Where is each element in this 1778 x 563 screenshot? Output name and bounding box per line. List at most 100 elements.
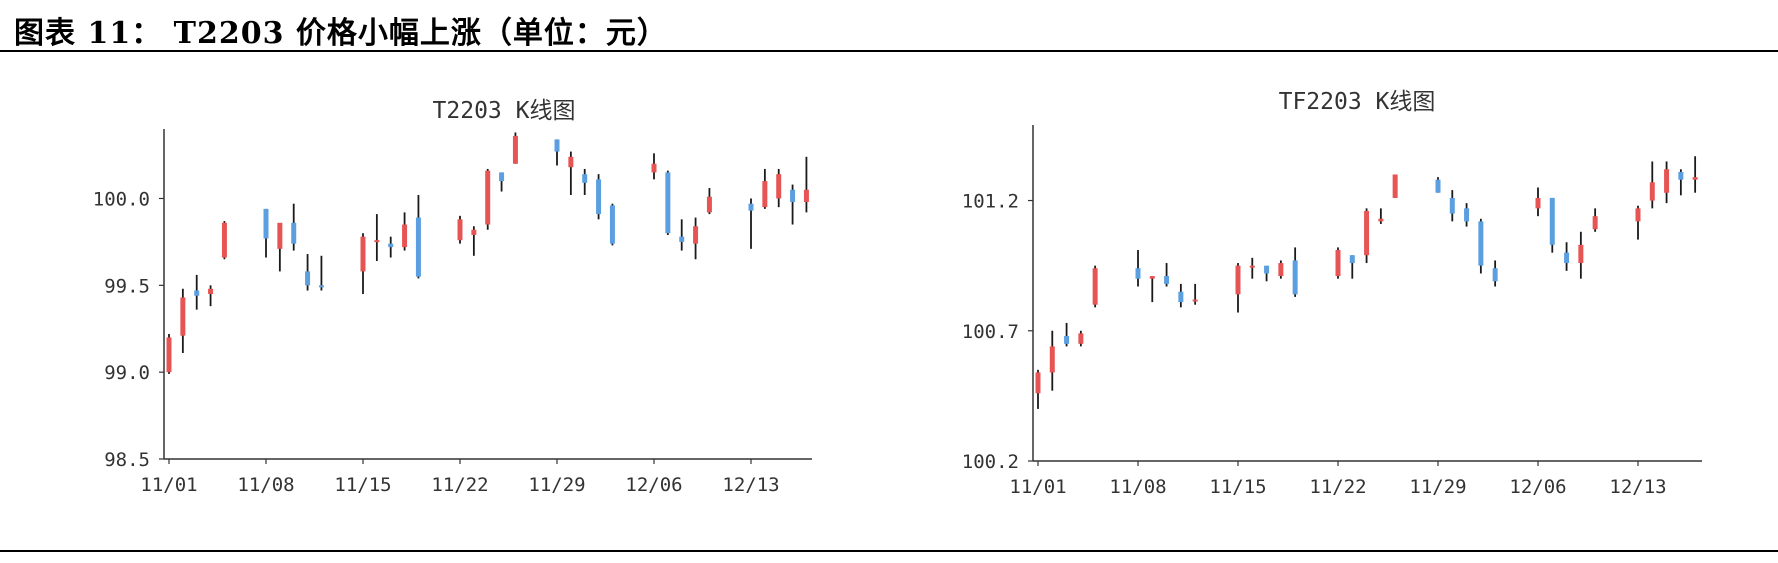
candle <box>263 208 269 258</box>
candle <box>1664 161 1670 204</box>
candle-body-down <box>291 222 297 244</box>
candle-body-down <box>596 179 602 215</box>
candle-body-down <box>790 189 796 202</box>
candle <box>665 170 671 235</box>
candle <box>651 153 657 180</box>
candle <box>1364 208 1370 264</box>
candle-body-up <box>762 181 768 208</box>
x-tick-label: 11/22 <box>431 474 488 496</box>
x-tick-label: 11/22 <box>1309 476 1366 498</box>
candle <box>1549 197 1555 253</box>
candle <box>194 274 200 310</box>
candle <box>1164 263 1170 287</box>
candle-body-up <box>1335 250 1341 277</box>
candle <box>790 184 796 225</box>
candle-body-up <box>1392 174 1398 198</box>
chart-title: T2203 K线图 <box>433 98 576 124</box>
candle-body-up <box>221 222 227 258</box>
candle-body-up <box>568 156 574 168</box>
figure-title: 图表 11： T2203 价格小幅上涨（单位：元） <box>14 16 668 51</box>
candle-body-down <box>1678 171 1684 180</box>
candle-body-up <box>1278 263 1284 277</box>
candle <box>1335 247 1341 279</box>
x-tick-label: 11/15 <box>1209 476 1266 498</box>
candle-body-up <box>402 224 408 248</box>
candle <box>1092 265 1098 308</box>
candle-body-down <box>679 236 685 242</box>
bottom-divider <box>0 550 1778 552</box>
candle-body-up <box>1578 244 1584 264</box>
x-tick-label: 11/29 <box>1409 476 1466 498</box>
candle <box>582 168 588 195</box>
candle-body-down <box>1478 221 1484 266</box>
candle-body-up <box>1249 265 1255 268</box>
candle-body-down <box>388 243 394 248</box>
candle-body-up <box>208 288 214 294</box>
top-divider <box>0 50 1778 52</box>
candle-body-down <box>748 203 754 211</box>
candle <box>485 168 491 230</box>
candle-body-down <box>194 290 200 296</box>
candle-body-up <box>1192 299 1198 302</box>
candle <box>1264 265 1270 282</box>
candle <box>471 226 477 256</box>
y-tick-label: 100.2 <box>962 451 1019 473</box>
candle-body-up <box>166 337 172 373</box>
candle <box>1649 161 1655 209</box>
candle <box>1049 330 1055 391</box>
candle <box>1478 218 1484 274</box>
candle-body-down <box>1178 291 1184 303</box>
y-tick-label: 100.7 <box>962 321 1019 343</box>
candle <box>1149 276 1155 303</box>
x-tick-label: 11/29 <box>528 474 585 496</box>
candle <box>1064 322 1070 347</box>
candle <box>305 254 311 291</box>
candle <box>1249 257 1255 279</box>
candle <box>1178 283 1184 308</box>
candle <box>512 132 518 164</box>
candle-body-up <box>693 226 699 244</box>
candle-body-down <box>1135 268 1141 279</box>
y-tick-label: 100.0 <box>93 188 150 210</box>
candle <box>693 217 699 260</box>
x-tick-label: 11/01 <box>1009 476 1066 498</box>
candle-body-down <box>554 139 560 152</box>
candle-body-up <box>706 196 712 213</box>
candle <box>776 168 782 208</box>
candle-body-down <box>1164 276 1170 284</box>
candle-body-down <box>582 174 588 183</box>
candle-body-down <box>1264 265 1270 274</box>
candle <box>1392 174 1398 198</box>
candle <box>1078 330 1084 347</box>
candle <box>374 214 380 261</box>
candle-body-down <box>1464 208 1470 222</box>
candle-body-up <box>1635 208 1641 222</box>
candle <box>554 139 560 166</box>
x-tick-label: 11/15 <box>334 474 391 496</box>
candle <box>415 195 421 279</box>
candle-body-up <box>1364 210 1370 256</box>
chart-t2203: T2203 K线图 98.5 99.0 99.5 100.0 11/01 11/08 11/… <box>93 98 812 496</box>
candle-body-down <box>305 271 311 286</box>
candle-body-down <box>263 208 269 239</box>
candle-body-down <box>1549 197 1555 245</box>
candle <box>1592 208 1598 232</box>
candle <box>1492 260 1498 287</box>
candle <box>457 215 463 244</box>
candle-body-up <box>1692 177 1698 180</box>
candle-body-up <box>1664 169 1670 193</box>
candle-body-up <box>1049 346 1055 373</box>
candle <box>1235 263 1241 313</box>
candle <box>1678 169 1684 196</box>
candle-body-up <box>1592 216 1598 230</box>
candle-body-up <box>457 219 463 241</box>
x-tick-label: 11/08 <box>1109 476 1166 498</box>
candle-body-down <box>1564 252 1570 264</box>
candle-body-down <box>318 285 324 288</box>
candle <box>1535 187 1541 217</box>
candle-body-down <box>1292 260 1298 295</box>
candle <box>1278 260 1284 279</box>
candle-body-up <box>1078 333 1084 344</box>
candle-body-up <box>651 163 657 173</box>
